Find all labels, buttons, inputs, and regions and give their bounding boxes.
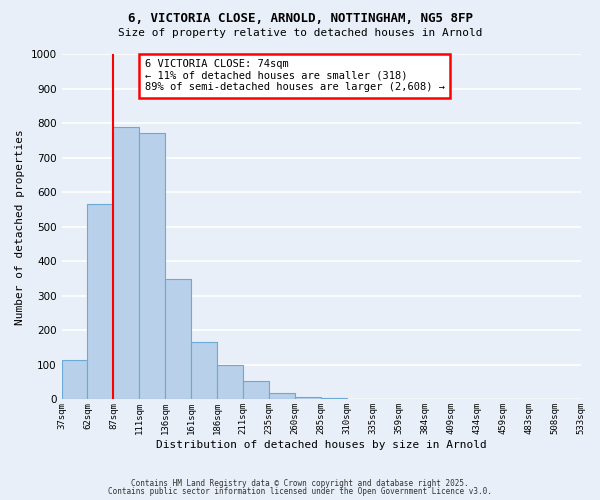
Text: Contains public sector information licensed under the Open Government Licence v3: Contains public sector information licen… [108,487,492,496]
Bar [295,396,321,400]
Bar [243,381,269,400]
Bar [62,360,88,400]
Text: Size of property relative to detached houses in Arnold: Size of property relative to detached ho… [118,28,482,38]
Bar [269,393,295,400]
Bar [321,398,347,400]
X-axis label: Distribution of detached houses by size in Arnold: Distribution of detached houses by size … [155,440,487,450]
Y-axis label: Number of detached properties: Number of detached properties [15,129,25,324]
Bar [166,278,191,400]
Bar [217,365,243,400]
Text: 6, VICTORIA CLOSE, ARNOLD, NOTTINGHAM, NG5 8FP: 6, VICTORIA CLOSE, ARNOLD, NOTTINGHAM, N… [128,12,473,26]
Bar [113,126,139,400]
Bar [139,134,166,400]
Bar [347,398,373,400]
Bar [88,204,113,400]
Bar [191,342,217,400]
Text: 6 VICTORIA CLOSE: 74sqm
← 11% of detached houses are smaller (318)
89% of semi-d: 6 VICTORIA CLOSE: 74sqm ← 11% of detache… [145,59,445,92]
Text: Contains HM Land Registry data © Crown copyright and database right 2025.: Contains HM Land Registry data © Crown c… [131,478,469,488]
